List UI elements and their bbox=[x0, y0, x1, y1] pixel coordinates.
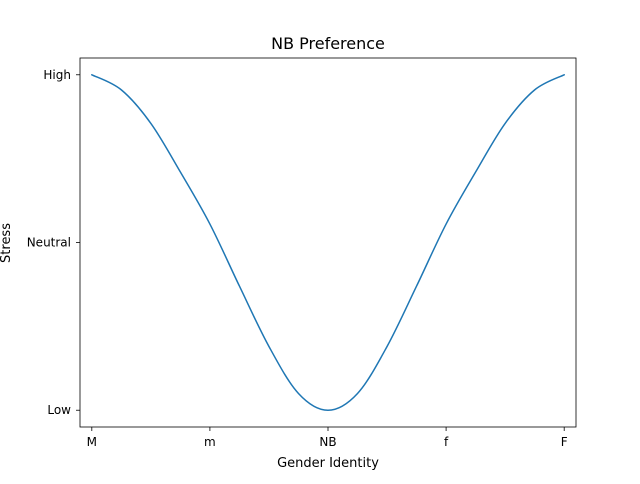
series-layer bbox=[91, 74, 565, 411]
series-line bbox=[91, 74, 565, 411]
x-tick-label: m bbox=[204, 435, 216, 449]
x-tick-label: NB bbox=[319, 435, 336, 449]
y-tick-label: High bbox=[43, 68, 71, 82]
y-tick-label: Neutral bbox=[27, 236, 71, 250]
chart-title: NB Preference bbox=[271, 34, 385, 53]
y-axis: Low Neutral High bbox=[27, 68, 80, 417]
x-tick-label: f bbox=[444, 435, 449, 449]
y-axis-label: Stress bbox=[0, 223, 14, 263]
x-tick-label: M bbox=[87, 435, 97, 449]
y-tick-label: Low bbox=[47, 403, 71, 417]
x-tick-label: F bbox=[561, 435, 568, 449]
x-axis-label: Gender Identity bbox=[277, 456, 379, 471]
